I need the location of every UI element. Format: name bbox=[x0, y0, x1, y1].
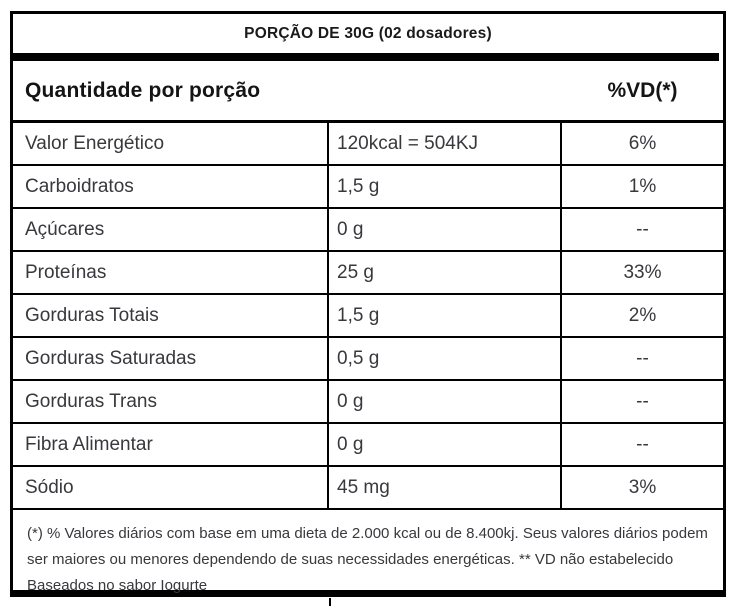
nutrient-dv: -- bbox=[636, 390, 649, 412]
nutrient-amount: 120kcal = 504KJ bbox=[329, 123, 562, 164]
nutrient-dv: 33% bbox=[623, 261, 662, 283]
serving-size-title: PORÇÃO DE 30G (02 dosadores) bbox=[244, 24, 492, 42]
cropped-artifact-tick bbox=[329, 598, 331, 606]
nutrient-amount: 1,5 g bbox=[329, 166, 562, 207]
nutrient-dv: 2% bbox=[628, 304, 657, 326]
table-row-valor-energetico: Valor Energético 120kcal = 504KJ 6% bbox=[13, 123, 723, 166]
nutrient-amount: 0,5 g bbox=[329, 338, 562, 379]
footnote-area: (*) % Valores diários com base em uma di… bbox=[13, 510, 723, 599]
table-row-proteinas: Proteínas 25 g 33% bbox=[13, 252, 723, 295]
nutrient-name: Sódio bbox=[13, 467, 329, 508]
nutrient-name: Proteínas bbox=[13, 252, 329, 293]
daily-value-header: %VD(*) bbox=[607, 78, 678, 102]
nutrient-amount: 0 g bbox=[329, 209, 562, 250]
nutrient-dv: -- bbox=[636, 347, 649, 369]
nutrient-amount: 45 mg bbox=[329, 467, 562, 508]
table-header-row: Quantidade por porção %VD(*) bbox=[13, 61, 723, 123]
nutrient-name: Gorduras Trans bbox=[13, 381, 329, 422]
quantity-per-serving-header: Quantidade por porção bbox=[25, 78, 261, 102]
nutrient-name: Gorduras Saturadas bbox=[13, 338, 329, 379]
nutrient-name: Carboidratos bbox=[13, 166, 329, 207]
table-row-acucares: Açúcares 0 g -- bbox=[13, 209, 723, 252]
table-row-gorduras-trans: Gorduras Trans 0 g -- bbox=[13, 381, 723, 424]
table-row-sodio: Sódio 45 mg 3% bbox=[13, 467, 723, 510]
nutrition-facts-table: PORÇÃO DE 30G (02 dosadores) Quantidade … bbox=[10, 11, 726, 597]
table-row-gorduras-totais: Gorduras Totais 1,5 g 2% bbox=[13, 295, 723, 338]
nutrient-name: Fibra Alimentar bbox=[13, 424, 329, 465]
table-row-gorduras-saturadas: Gorduras Saturadas 0,5 g -- bbox=[13, 338, 723, 381]
nutrient-name: Açúcares bbox=[13, 209, 329, 250]
table-row-carboidratos: Carboidratos 1,5 g 1% bbox=[13, 166, 723, 209]
nutrient-amount: 25 g bbox=[329, 252, 562, 293]
nutrient-dv: 1% bbox=[628, 175, 657, 197]
daily-values-footnote: (*) % Valores diários com base em uma di… bbox=[27, 525, 708, 594]
nutrient-dv: -- bbox=[636, 218, 649, 240]
table-body: Valor Energético 120kcal = 504KJ 6% Carb… bbox=[13, 123, 723, 510]
nutrient-amount: 0 g bbox=[329, 381, 562, 422]
nutrient-amount: 1,5 g bbox=[329, 295, 562, 336]
serving-size-row: PORÇÃO DE 30G (02 dosadores) bbox=[13, 14, 723, 53]
nutrient-amount: 0 g bbox=[329, 424, 562, 465]
nutrient-name: Gorduras Totais bbox=[13, 295, 329, 336]
table-row-fibra-alimentar: Fibra Alimentar 0 g -- bbox=[13, 424, 723, 467]
nutrient-dv: 3% bbox=[628, 476, 657, 498]
nutrient-name: Valor Energético bbox=[13, 123, 329, 164]
nutrient-dv: -- bbox=[636, 433, 649, 455]
nutrient-dv: 6% bbox=[628, 132, 657, 154]
top-divider-bar bbox=[13, 53, 719, 61]
